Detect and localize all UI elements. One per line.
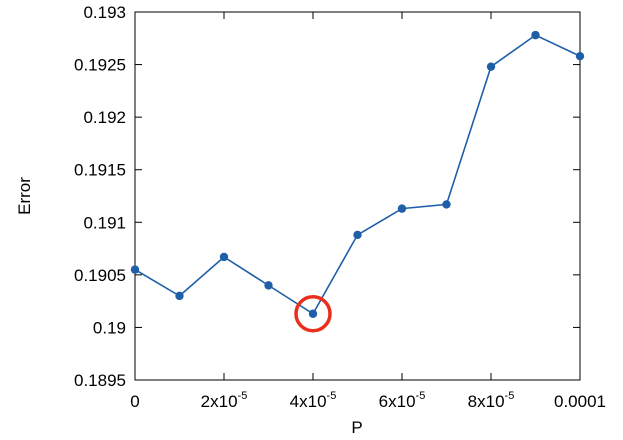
x-tick-base: 6x10 (379, 392, 416, 411)
data-point (264, 281, 273, 290)
data-point (219, 252, 229, 262)
x-axis-ticks: 0 2x10-5 4x10-5 6x10-5 8x10-5 0.0001 (130, 12, 606, 411)
x-tick-exponent: -5 (327, 390, 337, 402)
y-tick-label: 0.1895 (74, 371, 126, 390)
x-tick-base: 0 (130, 392, 139, 411)
y-tick-label: 0.1925 (74, 56, 126, 75)
data-point (486, 62, 496, 71)
y-axis-ticks: 0.1895 0.19 0.1905 0.191 0.1915 0.192 0.1925 0.… (74, 3, 580, 390)
data-point (397, 204, 407, 213)
x-tick-exponent: -5 (505, 390, 515, 402)
highlight-circle (294, 295, 332, 333)
data-point (353, 230, 362, 240)
plot-frame (134, 11, 581, 381)
x-tick-label: 0 (130, 392, 139, 411)
data-point (531, 30, 540, 40)
y-tick-label: 0.1905 (74, 266, 126, 285)
x-tick-label: 0.0001 (554, 392, 606, 411)
data-point (442, 200, 451, 209)
x-axis-title: P (351, 418, 362, 437)
y-tick-label: 0.193 (83, 3, 126, 22)
y-tick-label: 0.192 (83, 108, 126, 127)
x-tick-base: 8x10 (468, 392, 505, 411)
data-point (130, 265, 140, 274)
x-tick-label: 6x10-5 (379, 390, 426, 411)
data-point (575, 51, 585, 61)
x-tick-label: 4x10-5 (290, 390, 337, 411)
data-point (308, 309, 318, 318)
y-tick-label: 0.191 (83, 213, 126, 232)
x-tick-exponent: -5 (416, 390, 426, 402)
x-tick-base: 2x10 (201, 392, 238, 411)
data-point (175, 291, 184, 301)
x-tick-base: 0.0001 (554, 392, 606, 411)
y-axis-title: Error (15, 177, 34, 215)
x-tick-label: 8x10-5 (468, 390, 515, 411)
series-line (134, 34, 581, 315)
y-tick-label: 0.1915 (74, 161, 126, 180)
x-tick-base: 4x10 (290, 392, 327, 411)
y-tick-label: 0.19 (93, 318, 126, 337)
x-tick-label: 2x10-5 (201, 390, 248, 411)
series-points (130, 30, 585, 318)
x-tick-exponent: -5 (238, 390, 248, 402)
